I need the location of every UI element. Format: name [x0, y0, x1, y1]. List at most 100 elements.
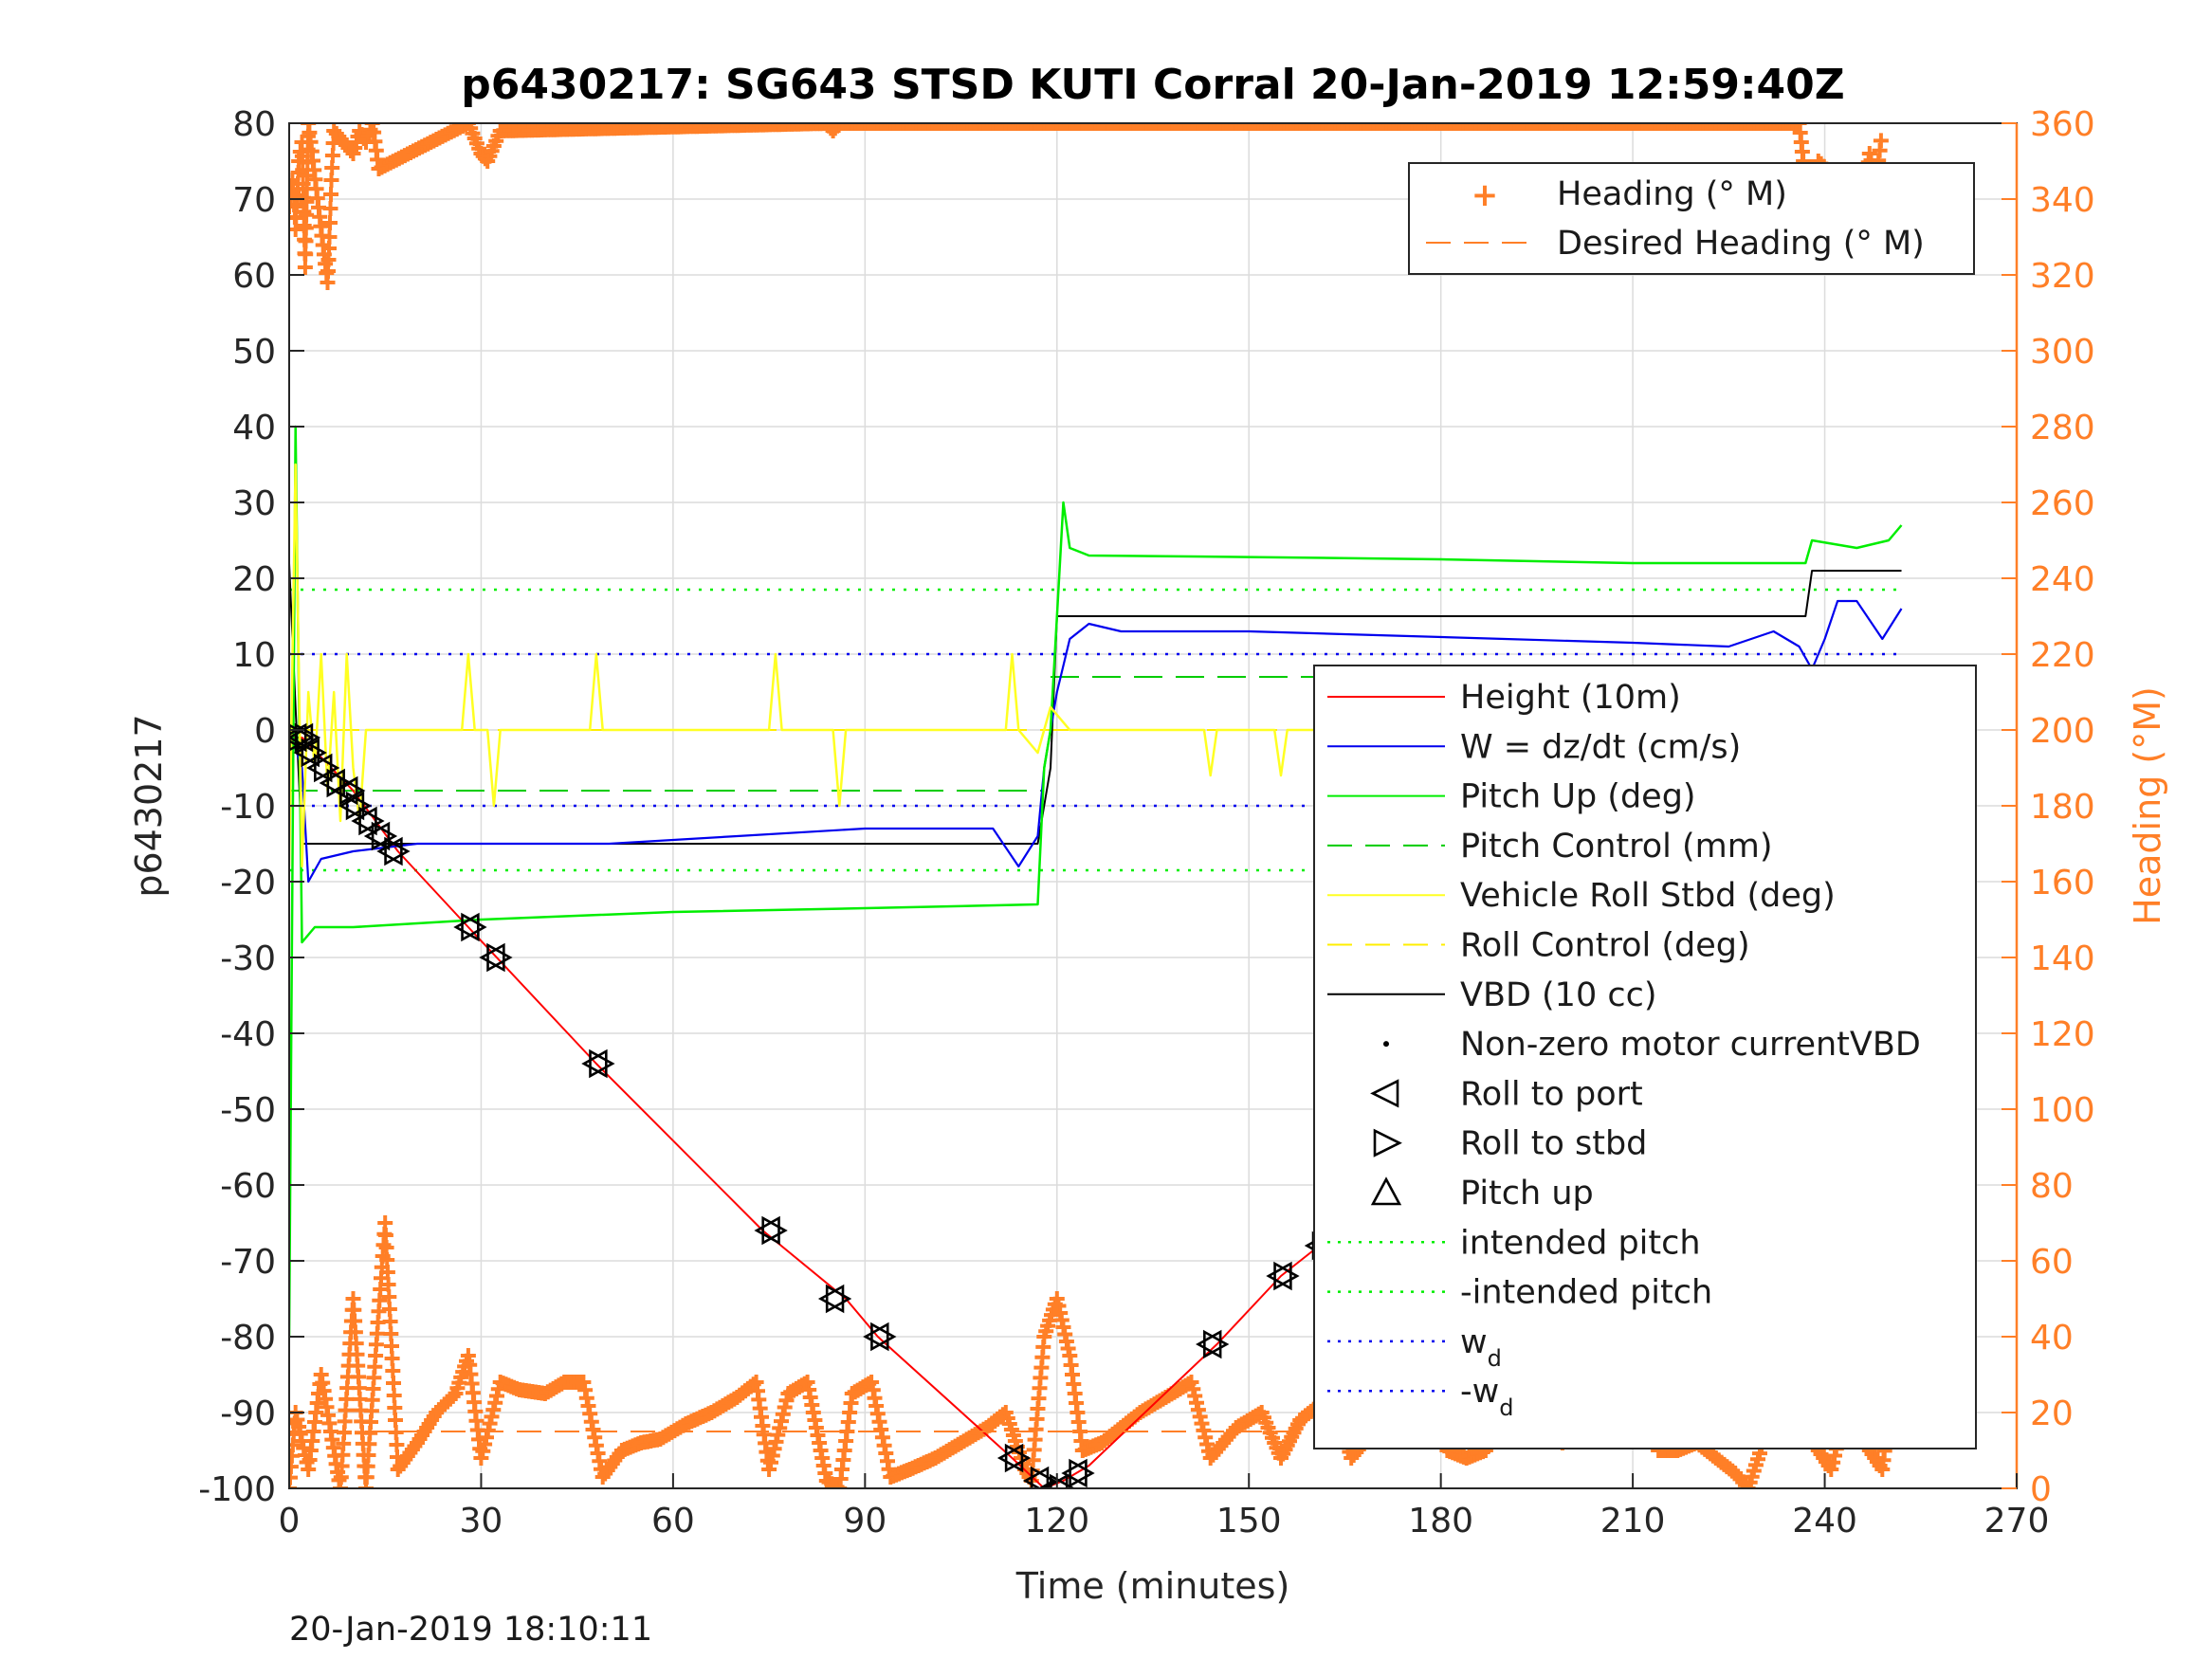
heading-point [1069, 123, 1084, 131]
heading-point [1407, 123, 1423, 131]
x-tick-label: 90 [843, 1502, 887, 1540]
heading-point [1705, 123, 1721, 131]
heading-point [1423, 123, 1439, 131]
roll-port-marker [293, 738, 320, 768]
roll-stbd-marker [345, 791, 373, 821]
roll-port-marker [1022, 1466, 1050, 1488]
heading-point [1686, 123, 1702, 131]
heading-point [1167, 123, 1183, 131]
heading-point [1004, 123, 1020, 131]
heading-point [902, 123, 918, 131]
heading-point [1679, 123, 1695, 131]
roll-port-marker [289, 722, 314, 753]
heading-point [1286, 123, 1302, 131]
heading-point [297, 260, 313, 275]
heading-point [1417, 123, 1433, 131]
heading-point [1574, 123, 1590, 131]
heading-point [1132, 123, 1148, 131]
y-tick-label-left: -60 [220, 1167, 276, 1206]
heading-point [1017, 123, 1033, 131]
heading-point [299, 193, 315, 210]
roll-port-marker [332, 775, 358, 806]
heading-point [1472, 123, 1488, 131]
roll-port-marker [363, 821, 391, 851]
heading-point [1253, 123, 1270, 131]
roll-port-marker [817, 1284, 845, 1314]
roll-stbd-marker [371, 821, 398, 851]
y-tick-label-right: 180 [2030, 788, 2095, 827]
heading-point [1590, 123, 1605, 131]
heading-point [1321, 123, 1337, 131]
heading-point [1535, 123, 1551, 131]
heading-point [927, 123, 943, 131]
heading-point [1020, 123, 1036, 131]
roll-stbd-marker [486, 942, 513, 973]
heading-point [1344, 123, 1360, 131]
heading-point [1554, 123, 1570, 131]
heading-point [1746, 123, 1763, 131]
heading-point [1586, 123, 1602, 131]
heading-point [1183, 123, 1199, 131]
heading-point [1616, 123, 1631, 131]
heading-point [1360, 123, 1376, 131]
roll-stbd-marker [301, 738, 327, 768]
heading-point [1618, 123, 1635, 131]
heading-point [1356, 123, 1372, 131]
axis-ticks: 0 30 60 90 120 150 180 210 240 270 80 70 60 50 40 30 20 1… [198, 105, 2094, 1540]
heading-point [953, 123, 969, 131]
heading-point [1744, 123, 1759, 131]
y-tick-label-right: 280 [2030, 409, 2095, 447]
pitch-line [289, 425, 1903, 1338]
y-tick-label-left: -20 [220, 864, 276, 902]
heading-point [1765, 123, 1782, 131]
heading-point [1273, 123, 1289, 131]
heading-point [1779, 123, 1795, 131]
heading-point [1353, 123, 1369, 131]
heading-point [1385, 123, 1401, 131]
heading-point [1023, 123, 1039, 131]
legend-label: Non-zero motor currentVBD [1460, 1026, 1921, 1064]
roll-stbd-marker [870, 1322, 897, 1352]
roll-port-marker [1266, 1261, 1292, 1291]
heading-point [1477, 123, 1493, 131]
x-tick-label: 60 [651, 1502, 695, 1540]
heading-point [1234, 123, 1251, 131]
heading-point [1263, 123, 1279, 131]
heading-point [1379, 123, 1395, 131]
heading-point [1654, 123, 1670, 131]
heading-point [1027, 123, 1043, 131]
heading-point [1148, 123, 1164, 131]
heading-point [1052, 123, 1069, 131]
roll-stbd-marker [1030, 1466, 1057, 1488]
heading-point [911, 123, 927, 131]
heading-point [978, 123, 995, 131]
legend-swatch [1370, 1176, 1402, 1206]
heading-point [1084, 123, 1100, 131]
heading-point [1695, 123, 1711, 131]
heading-point [1749, 123, 1765, 131]
heading-point [1365, 123, 1381, 131]
heading-point [1570, 123, 1586, 131]
roll-stbd-marker [461, 912, 487, 942]
y-tick-label-left: -70 [220, 1243, 276, 1282]
heading-point [1481, 123, 1497, 131]
y-tick-label-left: -10 [220, 788, 276, 827]
heading-point [1439, 123, 1455, 131]
heading-point [841, 123, 857, 131]
y-tick-label-left: -90 [220, 1395, 276, 1433]
w-line [289, 599, 1903, 884]
heading-point [1714, 123, 1730, 131]
roll-stbd-marker [1203, 1329, 1230, 1359]
heading-point [880, 123, 895, 131]
legend-label: intended pitch [1460, 1224, 1701, 1262]
roll-stbd-marker [1273, 1261, 1300, 1291]
heading-point [1081, 123, 1097, 131]
heading-point [323, 187, 338, 202]
heading-point [1545, 123, 1561, 131]
heading-point [1503, 123, 1519, 131]
heading-point [1109, 123, 1125, 131]
footer-timestamp: 20-Jan-2019 18:10:11 [289, 1611, 652, 1649]
heading-point [1698, 123, 1714, 131]
legend-label: -intended pitch [1460, 1274, 1712, 1312]
y-tick-label-right: 240 [2030, 560, 2095, 599]
